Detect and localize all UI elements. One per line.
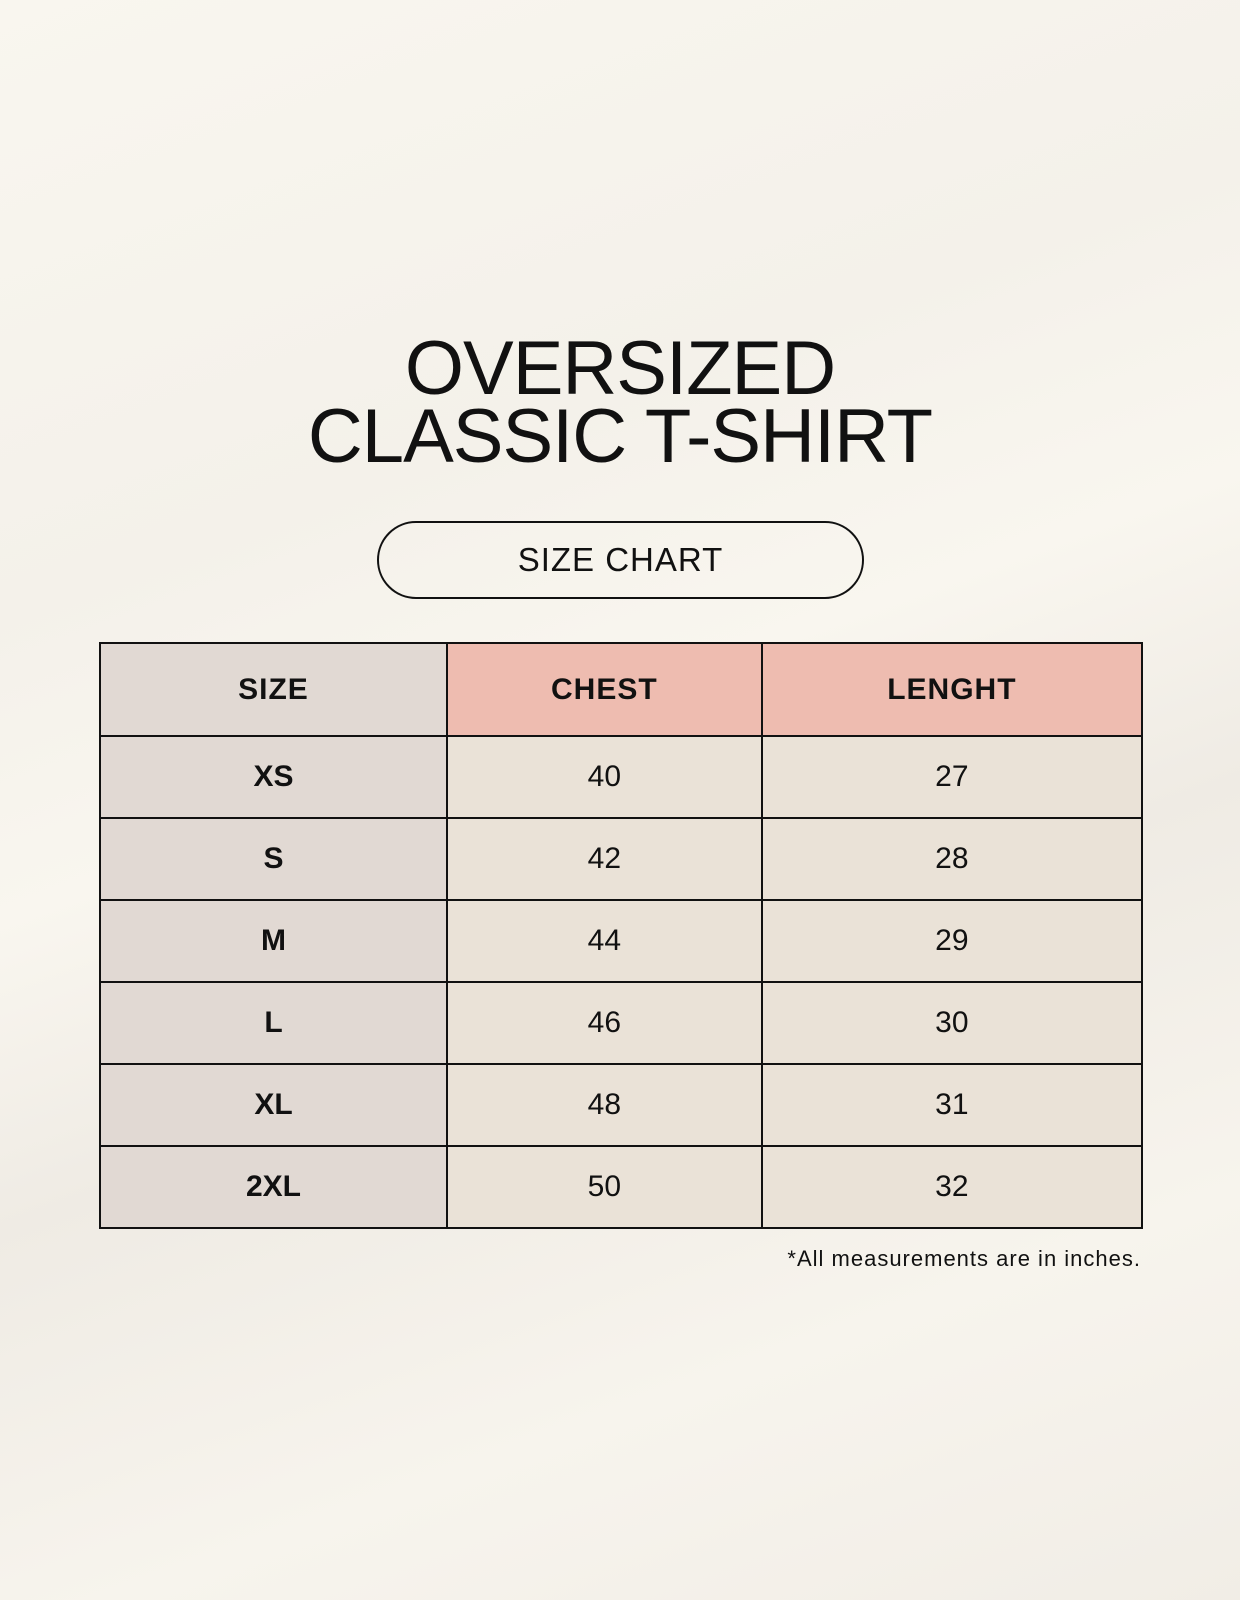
chest-cell: 48 — [445, 1063, 763, 1147]
header-size: SIZE — [99, 642, 448, 737]
table-row: 2XL 50 32 — [99, 1145, 1144, 1229]
table-row: XL 48 31 — [99, 1063, 1144, 1147]
length-cell: 29 — [760, 899, 1144, 983]
size-cell: 2XL — [99, 1145, 448, 1229]
size-chart-badge: SIZE CHART — [377, 521, 864, 599]
size-cell: XL — [99, 1063, 448, 1147]
chest-cell: 42 — [445, 817, 763, 901]
chest-cell: 50 — [445, 1145, 763, 1229]
size-cell: S — [99, 817, 448, 901]
length-cell: 27 — [760, 735, 1144, 819]
length-cell: 32 — [760, 1145, 1144, 1229]
size-cell: L — [99, 981, 448, 1065]
table-row: L 46 30 — [99, 981, 1144, 1065]
table-row: XS 40 27 — [99, 735, 1144, 819]
header-length: LENGHT — [760, 642, 1144, 737]
header-chest: CHEST — [445, 642, 763, 737]
length-cell: 30 — [760, 981, 1144, 1065]
length-cell: 31 — [760, 1063, 1144, 1147]
size-cell: M — [99, 899, 448, 983]
size-table: SIZE CHEST LENGHT XS 40 27 S 42 28 M 44 29 L 46 30 X… — [99, 642, 1144, 1229]
title-line-2: CLASSIC T-SHIRT — [307, 394, 933, 479]
header-row: SIZE CHEST LENGHT — [99, 642, 1144, 737]
size-cell: XS — [99, 735, 448, 819]
chest-cell: 46 — [445, 981, 763, 1065]
footnote: *All measurements are in inches. — [787, 1246, 1141, 1271]
chest-cell: 40 — [445, 735, 763, 819]
chest-cell: 44 — [445, 899, 763, 983]
table-row: M 44 29 — [99, 899, 1144, 983]
length-cell: 28 — [760, 817, 1144, 901]
title-line-1: OVERSIZED — [404, 326, 836, 411]
page-title: OVERSIZED CLASSIC T-SHIRT — [0, 326, 1240, 479]
table-row: S 42 28 — [99, 817, 1144, 901]
